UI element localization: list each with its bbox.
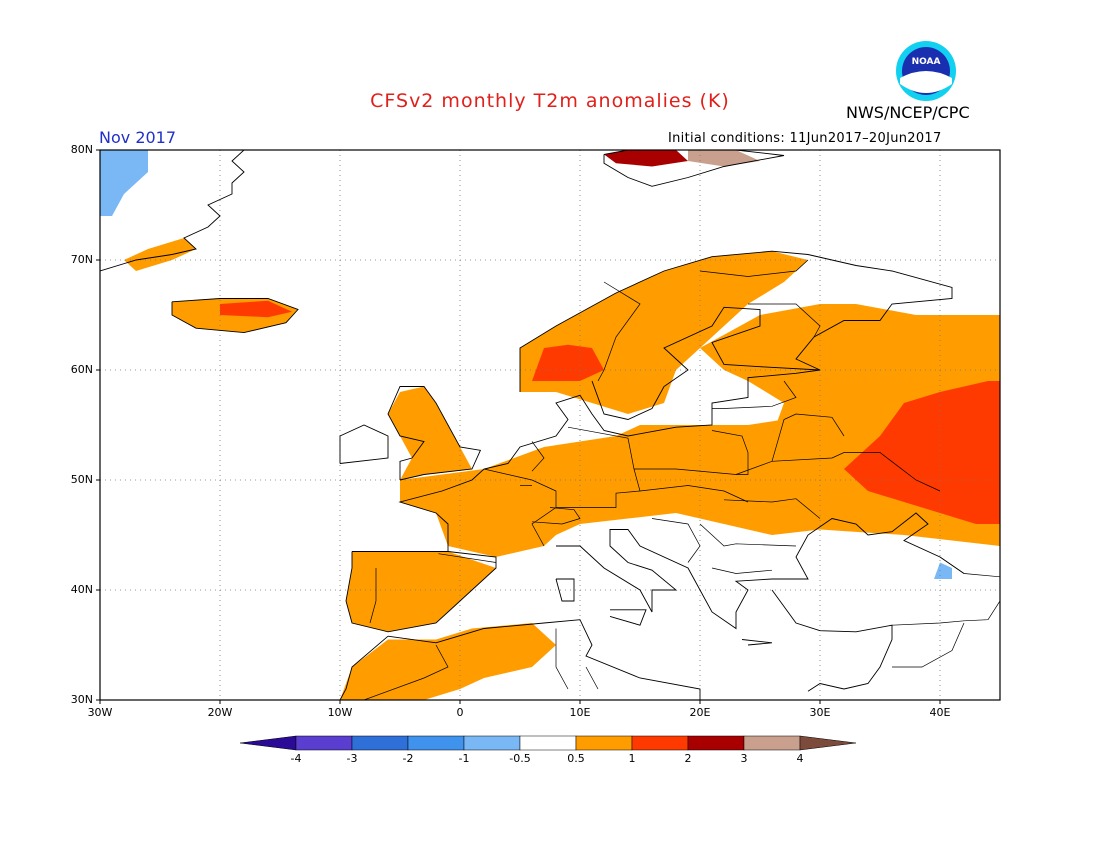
anomaly-region-norway-hot xyxy=(532,344,604,381)
country-border xyxy=(555,628,569,690)
country-border xyxy=(585,666,599,690)
colorbar-segment xyxy=(295,735,353,751)
country-border xyxy=(892,622,965,668)
map-frame xyxy=(99,149,1001,701)
lat-tick-label: 70N xyxy=(70,253,93,266)
country-border xyxy=(531,507,581,525)
country-border xyxy=(711,567,773,574)
colorbar-tick-label: -4 xyxy=(290,752,302,765)
agency-label: NWS/NCEP/CPC xyxy=(846,103,970,122)
lon-tick-label: 40E xyxy=(929,706,951,719)
country-border xyxy=(363,644,449,700)
coastline xyxy=(609,609,647,626)
lon-tick-label: 10E xyxy=(569,706,591,719)
country-border xyxy=(438,553,497,563)
coastline xyxy=(555,578,575,602)
coastline xyxy=(339,424,389,464)
lat-tick-label: 60N xyxy=(70,363,93,376)
country-border xyxy=(723,498,821,519)
lat-tick-label: 80N xyxy=(70,143,93,156)
anomaly-region-greenland-cold xyxy=(100,150,148,216)
lon-tick-label: 30W xyxy=(87,706,113,719)
colorbar-tick-label: 3 xyxy=(740,752,748,765)
country-border xyxy=(748,303,821,338)
colorbar-max-arrow xyxy=(799,735,857,751)
anomaly-region-russia-hot xyxy=(844,381,1000,524)
coastline xyxy=(345,551,497,633)
lat-tick-label: 50N xyxy=(70,473,93,486)
month-label: Nov 2017 xyxy=(99,128,177,147)
colorbar-segment xyxy=(519,735,577,751)
lon-tick-label: 20E xyxy=(689,706,711,719)
colorbar-segment xyxy=(743,735,801,751)
colorbar-tick-label: -0.5 xyxy=(509,752,531,765)
colorbar-tick-label: -1 xyxy=(458,752,470,765)
lon-tick-label: 0 xyxy=(456,706,464,719)
coastline xyxy=(387,386,482,481)
anomaly-region-northwest-africa-warm xyxy=(340,623,556,700)
anomaly-region-svalbard-very-hot xyxy=(604,150,688,167)
colorbar-tick-label: -2 xyxy=(402,752,414,765)
colorbar-tick-label: -3 xyxy=(346,752,358,765)
colorbar-segment xyxy=(351,735,409,751)
lon-tick-label: 20W xyxy=(207,706,233,719)
coastline xyxy=(771,589,893,692)
anomaly-region-svalbard-extreme xyxy=(688,150,760,167)
country-border xyxy=(567,426,641,492)
colorbar-segment xyxy=(463,735,521,751)
greenland-coastline xyxy=(100,150,245,272)
anomaly-region-iberia-warm xyxy=(346,551,496,632)
country-border xyxy=(634,430,749,475)
country-border xyxy=(483,468,557,547)
colorbar-tick-label: 2 xyxy=(684,752,692,765)
coastline xyxy=(171,298,299,334)
colorbar-segment xyxy=(631,735,689,751)
anomaly-region-greenland-coast-warm xyxy=(124,238,196,271)
lat-tick-label: 30N xyxy=(70,693,93,706)
coastline xyxy=(398,369,821,552)
coastline xyxy=(339,635,389,700)
coastline xyxy=(519,250,833,392)
logo-text: NOAA xyxy=(912,57,941,67)
lat-tick-label: 40N xyxy=(70,583,93,596)
country-border xyxy=(699,523,797,547)
anomaly-region-caucasus-cold xyxy=(934,562,952,579)
anomaly-region-iceland-hot xyxy=(220,300,292,318)
lon-tick-label: 30E xyxy=(809,706,831,719)
country-border xyxy=(939,556,1000,578)
colorbar-tick-label: 0.5 xyxy=(567,752,585,765)
country-border xyxy=(891,600,1000,626)
country-border xyxy=(712,380,797,409)
colorbar-segment xyxy=(407,735,465,751)
colorbar-segment xyxy=(575,735,633,751)
country-border xyxy=(651,518,701,563)
anomaly-region-britain-warm xyxy=(388,386,472,480)
country-border xyxy=(531,441,545,472)
initial-conditions-label: Initial conditions: 11Jun2017–20Jun2017 xyxy=(668,131,942,146)
country-border xyxy=(771,413,845,462)
map-title: CFSv2 monthly T2m anomalies (K) xyxy=(370,90,730,112)
country-border xyxy=(369,568,377,624)
lon-tick-label: 10W xyxy=(327,706,353,719)
country-border xyxy=(597,281,641,382)
country-border xyxy=(556,485,749,508)
colorbar-segment xyxy=(687,735,745,751)
colorbar-tick-label: 4 xyxy=(796,752,804,765)
coastline xyxy=(603,150,785,187)
coastline xyxy=(591,306,821,420)
coastline xyxy=(795,259,953,371)
coastline xyxy=(387,619,701,700)
noaa-logo-icon: NOAA xyxy=(896,41,956,101)
colorbar-tick-label: 1 xyxy=(628,752,636,765)
coastline xyxy=(556,512,965,630)
country-border xyxy=(699,259,809,277)
colorbar-min-arrow xyxy=(239,735,297,751)
coastline xyxy=(741,639,773,646)
